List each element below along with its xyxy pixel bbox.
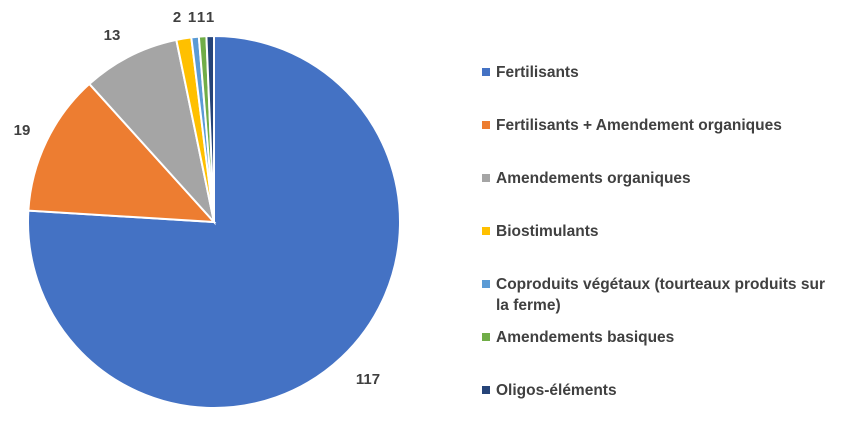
legend-swatch	[482, 333, 490, 341]
legend-label: Amendements basiques	[496, 329, 675, 346]
legend-label: Amendements organiques	[496, 170, 691, 187]
legend-swatch	[482, 280, 490, 288]
legend-swatch	[482, 121, 490, 129]
pie-slice	[205, 34, 215, 223]
legend-item: Amendements basiques	[482, 327, 842, 348]
legend-item: Biostimulants	[482, 221, 842, 242]
data-label: 2	[173, 9, 181, 26]
legend-swatch	[482, 386, 490, 394]
legend-item: Fertilisants	[482, 62, 842, 83]
legend-label: Oligos-éléments	[496, 382, 617, 399]
legend-label: Fertilisants	[496, 64, 579, 81]
data-label: 19	[14, 122, 31, 139]
legend-swatch	[482, 227, 490, 235]
data-label: 1	[206, 9, 214, 26]
legend-label: Fertilisants + Amendement organiques	[496, 117, 782, 134]
legend-swatch	[482, 174, 490, 182]
data-label: 1	[188, 9, 196, 26]
pie-slices	[27, 34, 402, 409]
legend-item: Amendements organiques	[482, 168, 842, 189]
data-label: 13	[104, 27, 121, 44]
data-label: 1	[197, 9, 205, 26]
data-label: 117	[356, 371, 380, 388]
legend-label: Biostimulants	[496, 223, 599, 240]
legend-item: Coproduits végétaux (tourteaux produits …	[482, 274, 842, 316]
legend-item: Fertilisants + Amendement organiques	[482, 115, 842, 136]
legend-label: Coproduits végétaux (tourteaux produits …	[496, 276, 825, 314]
legend-swatch	[482, 68, 490, 76]
pie-slice	[87, 38, 216, 226]
legend-item: Oligos-éléments	[482, 380, 842, 401]
pie-slice	[27, 82, 217, 224]
